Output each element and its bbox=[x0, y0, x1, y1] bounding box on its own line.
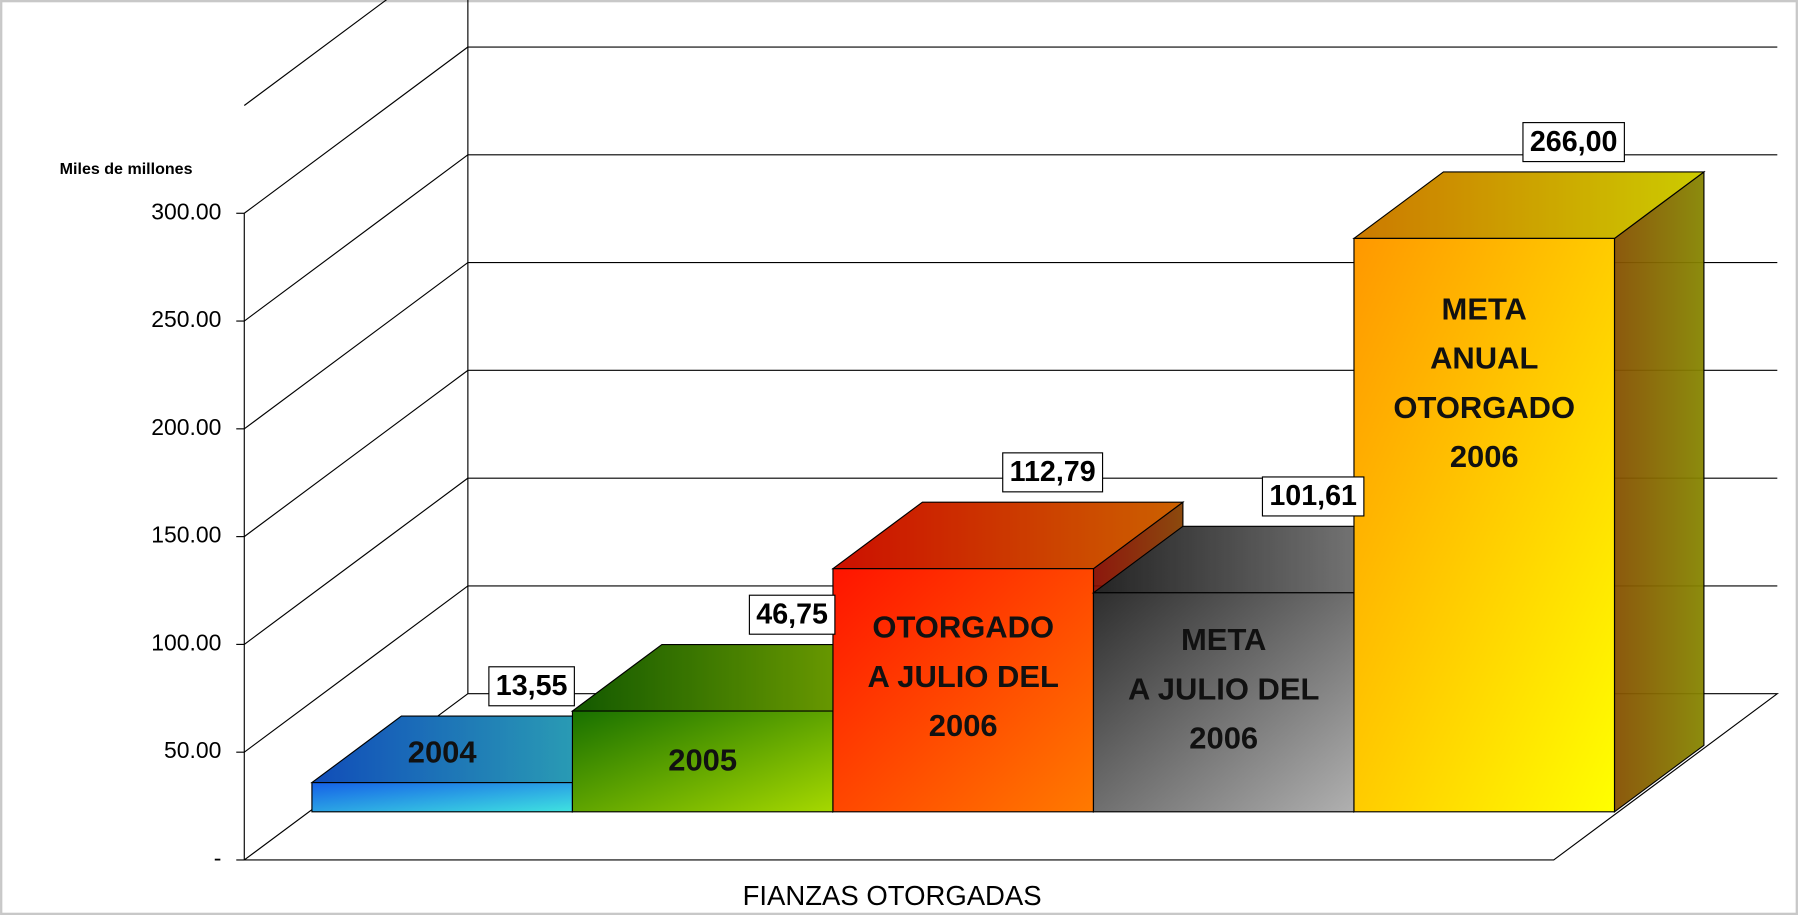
grid-line bbox=[243, 369, 469, 538]
value-label: 266,00 bbox=[1530, 126, 1618, 158]
bar bbox=[1352, 170, 1706, 813]
y-tick-label: - bbox=[214, 845, 222, 871]
y-tick-label: 200.00 bbox=[151, 414, 221, 440]
value-label-box bbox=[488, 666, 575, 707]
bar-front bbox=[311, 782, 574, 813]
grid-line bbox=[243, 262, 469, 430]
value-label: 46,75 bbox=[756, 598, 828, 630]
grid-line bbox=[243, 154, 469, 322]
bar-label: 2004 bbox=[408, 735, 478, 770]
bar-label: META A JULIO DEL 2006 bbox=[1128, 622, 1319, 756]
bar-top-shade bbox=[1353, 171, 1704, 239]
value-label-box bbox=[748, 594, 836, 635]
y-tick-label: 250.00 bbox=[151, 306, 221, 332]
value-label-box bbox=[1261, 476, 1365, 517]
side-wall-top bbox=[243, 0, 388, 106]
grid-line bbox=[243, 585, 469, 753]
bar-label: 2005 bbox=[668, 743, 737, 778]
y-tick-label: 50.00 bbox=[164, 737, 221, 763]
bar-label: META ANUAL OTORGADO 2006 bbox=[1393, 291, 1575, 474]
value-label: 112,79 bbox=[1010, 456, 1096, 488]
value-label: 101,61 bbox=[1269, 480, 1357, 512]
bar-side-shade bbox=[1614, 171, 1704, 812]
bar-front bbox=[1353, 237, 1616, 813]
x-axis-label: FIANZAS OTORGADAS bbox=[743, 880, 1042, 911]
bar-label: OTORGADO A JULIO DEL 2006 bbox=[868, 610, 1059, 744]
bar-front bbox=[1092, 592, 1355, 813]
grid-line bbox=[243, 46, 469, 214]
y-axis-label: Miles de millones bbox=[60, 160, 193, 178]
value-label-box bbox=[1002, 452, 1104, 493]
y-tick-label: 150.00 bbox=[151, 522, 221, 548]
value-label-box bbox=[1522, 122, 1625, 163]
y-tick-label: 300.00 bbox=[151, 198, 221, 224]
bar-top-shade bbox=[832, 502, 1183, 569]
bar-front bbox=[571, 710, 834, 813]
bar-front bbox=[832, 568, 1095, 813]
grid-line bbox=[243, 477, 469, 645]
y-tick-label: 100.00 bbox=[151, 629, 221, 655]
value-label: 13,55 bbox=[496, 670, 568, 702]
